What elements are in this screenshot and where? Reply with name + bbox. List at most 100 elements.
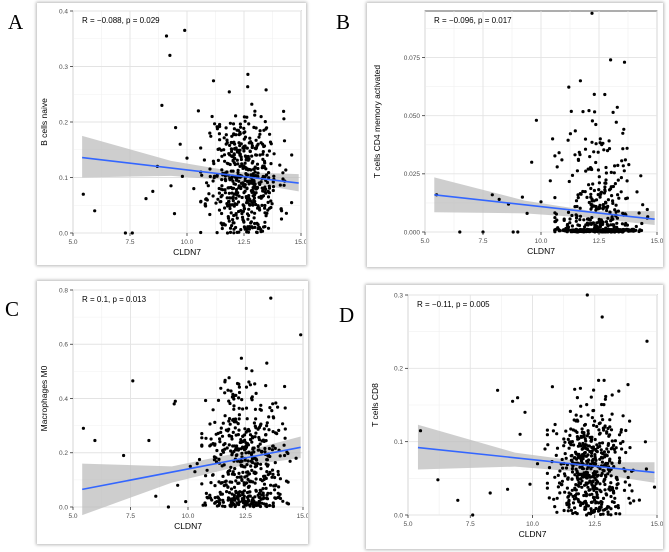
data-point xyxy=(263,450,267,454)
data-point xyxy=(265,361,269,365)
data-point xyxy=(208,167,212,171)
data-point xyxy=(246,157,250,161)
x-tick-label: 15.0 xyxy=(651,521,663,528)
data-point xyxy=(122,453,126,458)
data-point xyxy=(231,394,236,398)
data-point xyxy=(591,457,595,462)
data-point xyxy=(231,155,235,159)
data-point xyxy=(282,443,286,447)
data-point xyxy=(222,153,227,157)
stat-r: R = −0.11, xyxy=(417,300,456,309)
data-point xyxy=(265,497,270,501)
data-point xyxy=(183,28,187,32)
data-point xyxy=(208,496,213,500)
chart-panel-a: 5.0 7.5 10.0 12.5 15.0 0.0 0.1 0.2 0.3 0.4 CLDN7 B … xyxy=(37,3,306,265)
data-point xyxy=(241,407,245,411)
data-point xyxy=(553,211,557,215)
data-point xyxy=(562,437,566,441)
data-point xyxy=(242,126,246,130)
data-point xyxy=(582,453,586,457)
data-point xyxy=(555,446,560,450)
data-point xyxy=(240,195,244,200)
data-point xyxy=(575,471,579,475)
data-point xyxy=(592,92,596,96)
data-point xyxy=(243,465,247,469)
data-point xyxy=(223,188,227,192)
data-point xyxy=(236,168,240,172)
data-point xyxy=(581,457,585,461)
data-point xyxy=(144,197,148,201)
data-point xyxy=(609,228,613,232)
data-point xyxy=(271,188,275,193)
data-point xyxy=(242,115,246,119)
data-point xyxy=(235,496,239,500)
data-point xyxy=(266,226,271,230)
data-point xyxy=(594,501,598,505)
data-point xyxy=(606,450,610,454)
data-point xyxy=(257,495,261,499)
data-point xyxy=(221,421,225,425)
data-point xyxy=(199,230,203,235)
data-point xyxy=(238,122,242,126)
data-point xyxy=(164,34,169,38)
data-point xyxy=(260,186,264,190)
data-point xyxy=(609,481,613,485)
data-point xyxy=(230,187,235,191)
data-point xyxy=(238,130,242,134)
data-point xyxy=(586,413,590,417)
data-point xyxy=(208,493,212,497)
data-point xyxy=(232,231,236,235)
data-point xyxy=(282,109,286,113)
data-point xyxy=(577,499,581,504)
data-point xyxy=(566,509,570,513)
data-point xyxy=(222,484,226,488)
data-point xyxy=(227,199,231,204)
data-point xyxy=(222,136,226,140)
data-point xyxy=(580,479,584,483)
data-point xyxy=(584,223,588,227)
data-point xyxy=(217,132,221,136)
data-point xyxy=(224,142,228,146)
data-point xyxy=(200,173,204,177)
data-point xyxy=(228,176,232,180)
data-point xyxy=(586,229,590,233)
data-point xyxy=(264,439,268,443)
data-point xyxy=(625,179,629,183)
data-point xyxy=(609,58,613,62)
data-point xyxy=(546,443,550,447)
data-point xyxy=(568,433,572,437)
data-point xyxy=(264,486,268,490)
data-point xyxy=(626,227,630,232)
data-point xyxy=(572,443,576,447)
data-point xyxy=(545,481,549,485)
data-point xyxy=(279,217,284,221)
data-point xyxy=(268,206,272,210)
y-tick-label: 0.4 xyxy=(59,8,68,15)
data-point xyxy=(599,490,603,494)
y-tick-label: 0.050 xyxy=(404,113,421,120)
data-point xyxy=(268,503,272,508)
data-point xyxy=(497,197,501,201)
data-point xyxy=(566,437,570,441)
data-point xyxy=(575,204,579,209)
data-point xyxy=(621,164,625,168)
data-point xyxy=(268,471,272,475)
stat-r: R = −0.096, xyxy=(434,16,478,25)
data-point xyxy=(579,472,583,476)
x-tick-label: 15.0 xyxy=(297,513,308,520)
data-point xyxy=(221,450,226,454)
data-point xyxy=(604,165,608,170)
data-point xyxy=(607,139,611,143)
data-point xyxy=(252,125,256,129)
data-point xyxy=(603,185,607,189)
data-point xyxy=(563,440,567,444)
data-point xyxy=(609,428,614,432)
data-point xyxy=(599,191,603,195)
data-point xyxy=(594,449,598,453)
data-point xyxy=(569,427,573,431)
data-point xyxy=(270,475,274,479)
data-point xyxy=(241,446,245,450)
data-point xyxy=(227,152,231,156)
data-point xyxy=(211,179,215,183)
data-point xyxy=(225,446,229,450)
